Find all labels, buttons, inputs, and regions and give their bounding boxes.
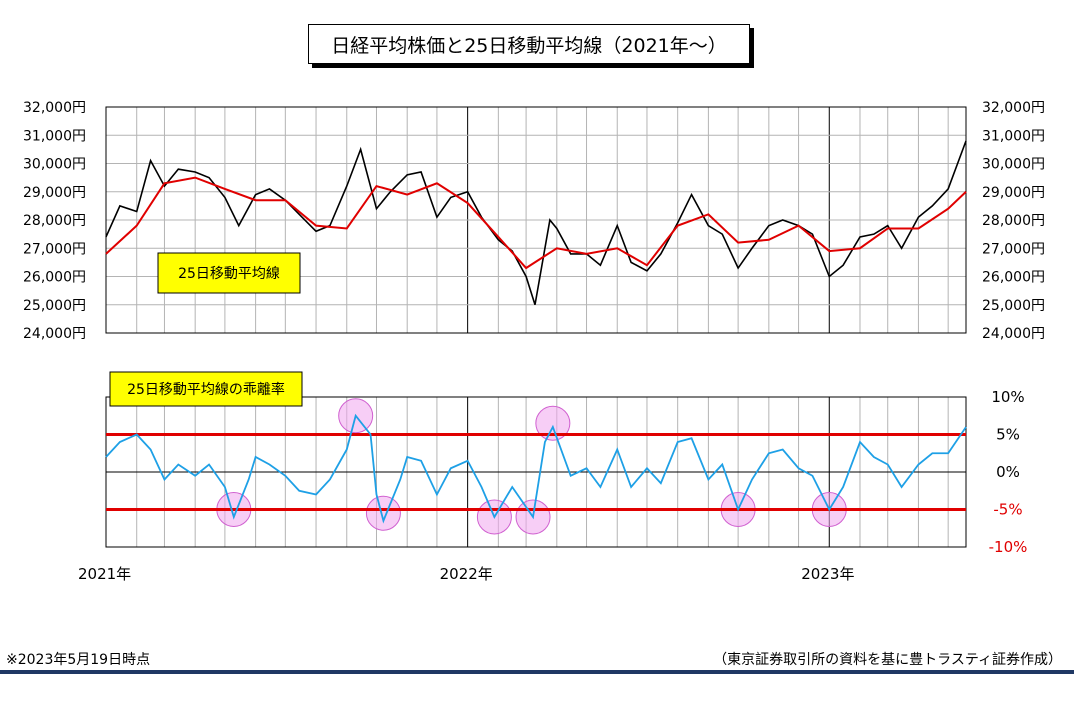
deviation-tick-label: 5% <box>996 426 1020 444</box>
deviation-tick-label: -5% <box>993 501 1022 519</box>
deviation-tick-label: -10% <box>989 538 1028 556</box>
y-tick-label-left: 26,000円 <box>23 270 86 286</box>
y-tick-label-right: 25,000円 <box>982 298 1045 314</box>
y-tick-label-right: 27,000円 <box>982 241 1045 257</box>
y-tick-label-right: 24,000円 <box>982 326 1045 342</box>
footnote-source: （東京証券取引所の資料を基に豊トラスティ証券作成） <box>713 652 1062 668</box>
ma-legend-box <box>157 252 301 294</box>
y-tick-label-left: 30,000円 <box>23 157 86 173</box>
y-tick-label-right: 31,000円 <box>982 128 1045 144</box>
price-series-line <box>105 140 967 305</box>
deviation-legend-box <box>109 371 303 407</box>
y-tick-label-left: 29,000円 <box>23 185 86 201</box>
moving-average-line <box>105 176 967 270</box>
y-tick-label-right: 28,000円 <box>982 213 1045 229</box>
price-panel-frame <box>105 106 967 334</box>
deviation-panel-frame <box>105 396 967 548</box>
y-tick-label-left: 27,000円 <box>23 241 86 257</box>
footnote-date: ※2023年5月19日時点 <box>6 652 151 668</box>
y-tick-label-left: 24,000円 <box>23 326 86 342</box>
deviation-tick-label: 0% <box>996 463 1020 481</box>
x-tick-label: 2021年 <box>78 565 131 583</box>
ma-legend-label: 25日移動平均線 <box>178 266 280 282</box>
y-tick-label-left: 32,000円 <box>23 100 86 116</box>
deviation-legend-label: 25日移動平均線の乖離率 <box>127 381 285 398</box>
y-tick-label-right: 29,000円 <box>982 185 1045 201</box>
y-tick-label-left: 28,000円 <box>23 213 86 229</box>
deviation-tick-label: 10% <box>991 388 1024 406</box>
deviation-series-line <box>105 413 967 524</box>
y-tick-label-right: 32,000円 <box>982 100 1045 116</box>
y-tick-label-right: 26,000円 <box>982 270 1045 286</box>
y-tick-label-right: 30,000円 <box>982 157 1045 173</box>
highlight-circle <box>535 405 571 441</box>
y-tick-label-left: 31,000円 <box>23 128 86 144</box>
y-tick-label-left: 25,000円 <box>23 298 86 314</box>
chart-title: 日経平均株価と25日移動平均線（2021年～） <box>308 24 750 64</box>
x-tick-label: 2022年 <box>440 565 493 583</box>
x-tick-label: 2023年 <box>801 565 854 583</box>
highlight-circle <box>365 495 401 531</box>
bottom-rule <box>0 670 1074 674</box>
